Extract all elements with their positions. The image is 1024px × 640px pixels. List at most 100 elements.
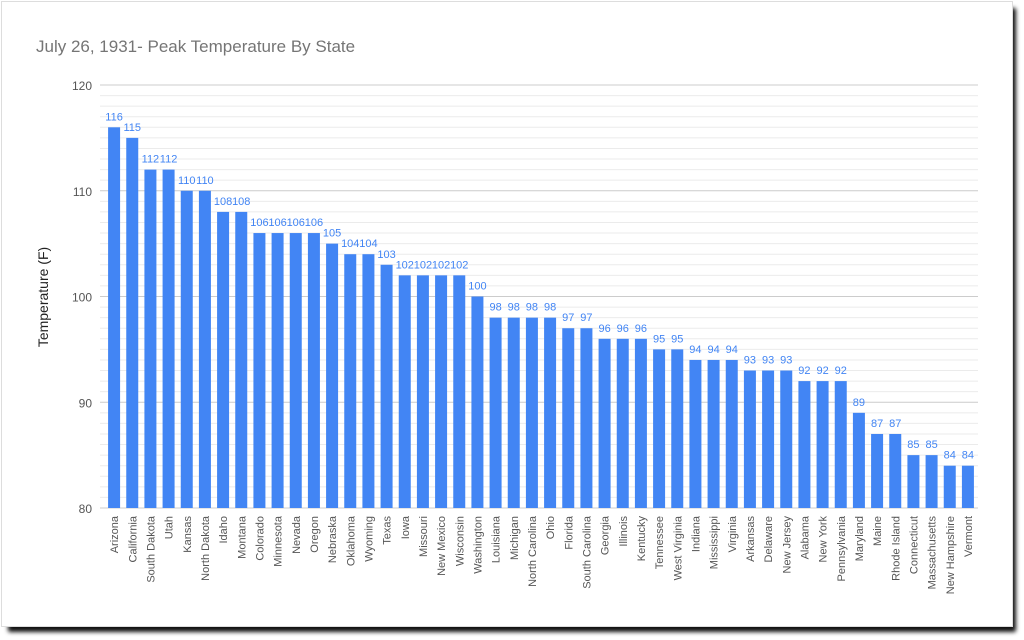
bar bbox=[598, 338, 611, 508]
data-label: 98 bbox=[526, 302, 538, 314]
x-tick-label: Maryland bbox=[854, 516, 866, 561]
data-label: 92 bbox=[798, 365, 810, 377]
bar bbox=[925, 455, 938, 508]
x-tick-label: Kansas bbox=[182, 516, 194, 553]
data-label: 93 bbox=[744, 355, 756, 367]
bar bbox=[235, 211, 248, 508]
bar bbox=[144, 169, 157, 508]
data-label: 95 bbox=[671, 333, 683, 345]
bar bbox=[780, 370, 793, 508]
x-tick-label: Vermont bbox=[963, 516, 975, 557]
x-tick-label: Washington bbox=[472, 516, 484, 574]
x-tick-label: Georgia bbox=[600, 515, 612, 555]
bar bbox=[271, 233, 284, 509]
data-label: 110 bbox=[196, 175, 214, 187]
data-label: 104 bbox=[341, 238, 359, 250]
x-tick-label: Utah bbox=[164, 516, 176, 539]
bar bbox=[108, 127, 121, 509]
x-tick-label: West Virginia bbox=[672, 515, 684, 580]
x-tick-label: Connecticut bbox=[908, 516, 920, 574]
data-label: 93 bbox=[780, 355, 792, 367]
x-tick-label: Idaho bbox=[218, 516, 230, 544]
data-label: 96 bbox=[598, 323, 610, 335]
data-label: 116 bbox=[105, 111, 123, 123]
bar bbox=[907, 455, 920, 508]
bar bbox=[289, 233, 302, 509]
x-tick-label: Michigan bbox=[509, 516, 521, 560]
bar bbox=[380, 264, 393, 508]
x-tick-label: Arizona bbox=[109, 515, 121, 553]
data-label: 105 bbox=[323, 228, 341, 240]
bar bbox=[180, 190, 193, 508]
x-tick-label: Iowa bbox=[400, 515, 412, 539]
bar bbox=[217, 211, 230, 508]
bar bbox=[871, 433, 884, 508]
data-label: 93 bbox=[762, 355, 774, 367]
data-label: 89 bbox=[853, 397, 865, 409]
bar bbox=[489, 317, 502, 508]
data-label: 98 bbox=[508, 302, 520, 314]
x-tick-label: Nevada bbox=[291, 515, 303, 554]
x-tick-label: New Hampshire bbox=[945, 516, 957, 594]
data-label: 112 bbox=[160, 154, 178, 166]
bar bbox=[416, 275, 429, 508]
bar bbox=[562, 328, 575, 508]
data-label: 87 bbox=[889, 418, 901, 430]
x-tick-label: New York bbox=[818, 516, 830, 563]
bar bbox=[507, 317, 520, 508]
x-tick-label: Oregon bbox=[309, 516, 321, 553]
data-label: 98 bbox=[489, 302, 501, 314]
bar bbox=[362, 254, 375, 508]
chart-title: July 26, 1931- Peak Temperature By State bbox=[36, 37, 355, 56]
bar bbox=[126, 137, 139, 508]
data-label: 106 bbox=[268, 217, 286, 229]
bar bbox=[525, 317, 538, 508]
bar bbox=[634, 338, 647, 508]
bar bbox=[834, 381, 847, 508]
bar bbox=[344, 254, 357, 508]
y-axis-label: Temperature (F) bbox=[35, 247, 51, 347]
x-tick-label: Ohio bbox=[545, 516, 557, 539]
data-label: 96 bbox=[617, 323, 629, 335]
bar bbox=[198, 190, 211, 508]
x-tick-label: Wyoming bbox=[363, 516, 375, 562]
x-tick-label: Minnesota bbox=[273, 515, 285, 567]
data-label: 102 bbox=[396, 259, 414, 271]
x-tick-label: Delaware bbox=[763, 516, 775, 562]
data-label: 97 bbox=[580, 312, 592, 324]
y-tick-label: 80 bbox=[79, 502, 93, 516]
data-label: 104 bbox=[359, 238, 377, 250]
x-tick-label: South Dakota bbox=[145, 515, 157, 583]
x-tick-label: Illinois bbox=[618, 516, 630, 547]
x-tick-label: Florida bbox=[563, 515, 575, 550]
bar bbox=[580, 328, 593, 508]
bar bbox=[544, 317, 557, 508]
data-label: 92 bbox=[835, 365, 847, 377]
x-tick-label: California bbox=[127, 515, 139, 562]
data-label: 85 bbox=[925, 439, 937, 451]
bar bbox=[616, 338, 629, 508]
data-label: 112 bbox=[142, 154, 160, 166]
x-tick-label: Maine bbox=[872, 516, 884, 546]
data-label: 103 bbox=[377, 249, 395, 261]
x-tick-label: Kentucky bbox=[636, 516, 648, 562]
bar bbox=[707, 359, 720, 508]
bar bbox=[889, 433, 902, 508]
bar bbox=[653, 349, 666, 508]
bar bbox=[471, 296, 484, 508]
data-label: 94 bbox=[707, 344, 719, 356]
bar bbox=[816, 381, 829, 508]
bar bbox=[671, 349, 684, 508]
data-label: 95 bbox=[653, 333, 665, 345]
bar bbox=[743, 370, 756, 508]
data-label: 106 bbox=[250, 217, 268, 229]
data-label: 97 bbox=[562, 312, 574, 324]
data-label: 85 bbox=[907, 439, 919, 451]
bar bbox=[961, 465, 974, 508]
data-label: 94 bbox=[726, 344, 738, 356]
y-tick-label: 100 bbox=[72, 291, 92, 305]
data-label: 115 bbox=[123, 122, 141, 134]
x-tick-label: Mississippi bbox=[709, 516, 721, 569]
data-label: 96 bbox=[635, 323, 647, 335]
